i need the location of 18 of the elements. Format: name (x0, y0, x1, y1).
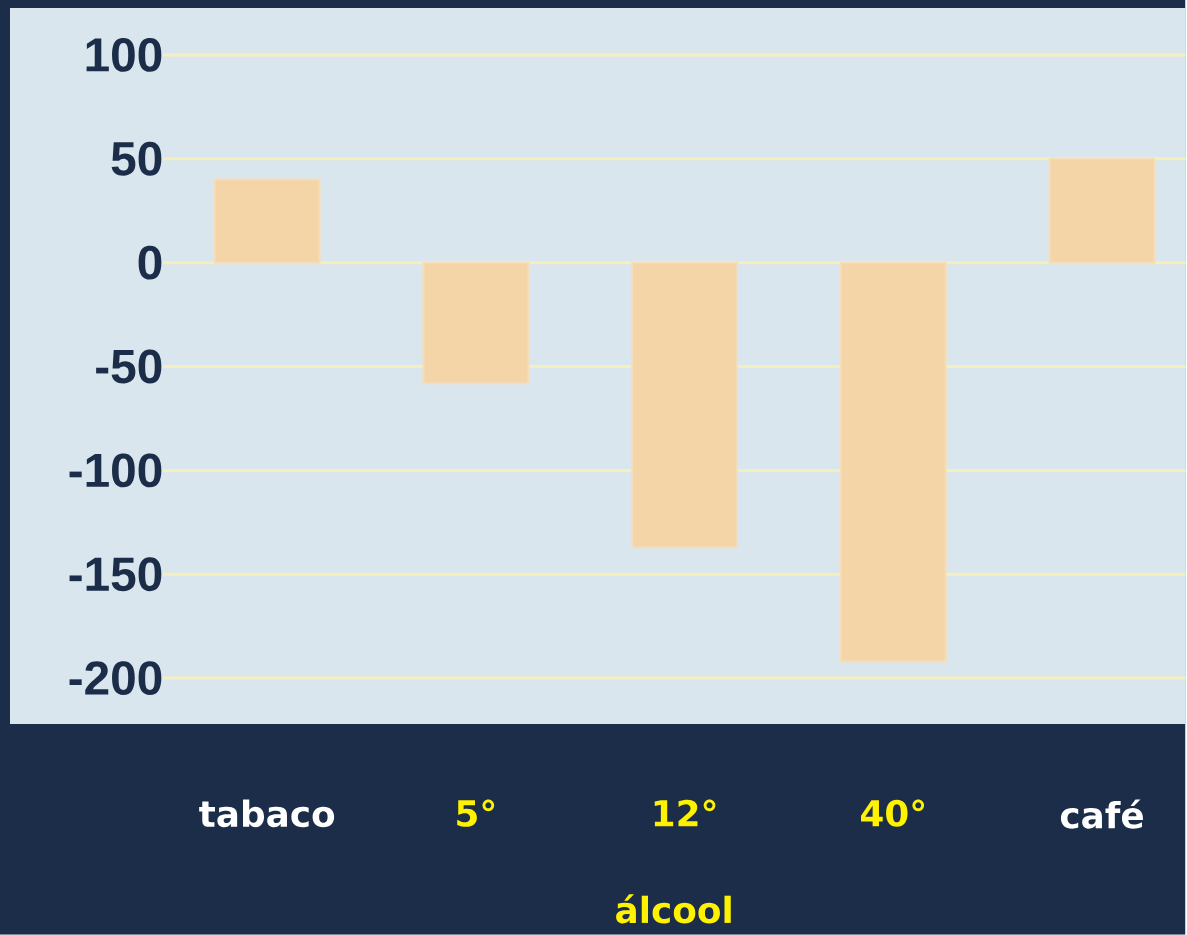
y-tick-label: 50 (111, 141, 162, 176)
y-tick-label: -200 (69, 661, 162, 696)
y-tick-label: -150 (69, 557, 162, 592)
bar (213, 178, 321, 264)
bar (422, 261, 530, 385)
bar (631, 261, 739, 549)
x-tick-label: 12° (654, 799, 716, 827)
x-tick-label: 5° (457, 799, 495, 827)
text: álcool (616, 894, 731, 924)
y-tick-label: 100 (86, 38, 162, 72)
x-tick-label: 40° (861, 799, 925, 827)
bar (839, 261, 947, 663)
y-tick-label: 0 (138, 245, 162, 280)
y-tick-label: -50 (96, 349, 162, 384)
bar (1048, 157, 1156, 264)
x-tick-label: café (1060, 799, 1143, 829)
x-tick-label: tabaco (199, 799, 335, 828)
y-tick-label: -100 (69, 453, 162, 488)
